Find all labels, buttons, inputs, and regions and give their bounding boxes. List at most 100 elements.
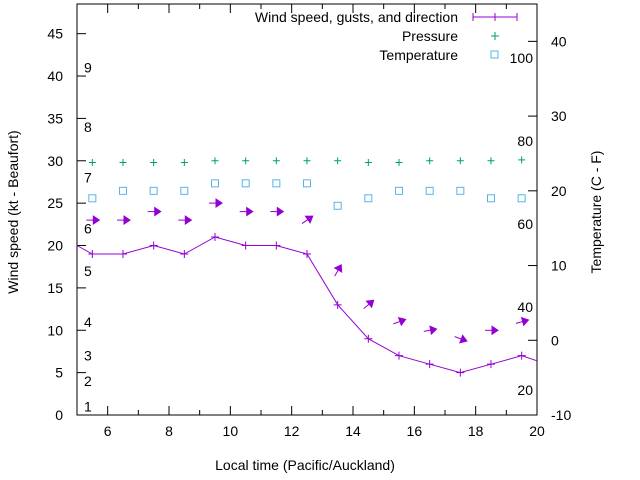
fahrenheit-label: 40	[517, 299, 533, 315]
temperature-point	[272, 179, 281, 188]
legend-label-temperature: Temperature	[379, 47, 458, 63]
temperature-point	[487, 194, 495, 203]
pressure-point	[364, 158, 372, 166]
gust-arrow-head	[365, 299, 375, 309]
wind-speed-point	[303, 249, 311, 258]
wind-speed-point	[180, 249, 189, 258]
legend-label-pressure: Pressure	[402, 28, 458, 44]
beaufort-label: 1	[84, 399, 92, 415]
y-tick-label: 5	[55, 365, 63, 381]
y2-tick-label: -10	[551, 407, 571, 423]
gust-arrow	[333, 264, 343, 277]
y-tick-label: 0	[55, 407, 63, 423]
pressure-point	[426, 157, 434, 165]
wind-speed-point	[517, 351, 526, 360]
y2-tick-label: 20	[551, 183, 567, 199]
gust-arrow-head	[276, 206, 285, 217]
scale-labels-layer: 1 2 3 4 5 6 7 8 9 20 40 60 80 100	[84, 50, 533, 415]
legend-swatch-temperature	[490, 50, 499, 59]
temperature-point	[241, 179, 250, 188]
wind-speed-point	[333, 300, 342, 309]
gust-arrow	[117, 215, 131, 226]
legend-label-wind: Wind speed, gusts, and direction	[255, 9, 458, 25]
legend: Wind speed, gusts, and direction Pressur…	[255, 9, 518, 63]
pressure-point	[150, 158, 158, 166]
legend-swatch-wind-cross	[491, 13, 499, 21]
gust-arrow	[301, 215, 314, 224]
temperature-point	[303, 179, 311, 188]
x-tick-label: 16	[407, 423, 423, 439]
gust-arrow-head	[304, 215, 314, 224]
y-tick-label: 30	[47, 153, 63, 169]
temperature-point	[364, 194, 373, 203]
x-tick-label: 12	[284, 423, 300, 439]
temperature-point	[149, 186, 158, 195]
y-axis-title: Wind speed (kt - Beaufort)	[5, 130, 21, 293]
pressure-point	[518, 156, 526, 164]
temperature-point	[517, 194, 526, 203]
gust-arrow-head	[123, 215, 131, 226]
y2-tick-label: 10	[551, 258, 567, 274]
gust-arrow-head	[429, 325, 438, 336]
x-tick-label: 6	[104, 423, 112, 439]
y2-tick-label: 30	[551, 108, 567, 124]
wind-speed-point	[364, 334, 373, 343]
beaufort-label: 2	[84, 373, 92, 389]
pressure-point	[211, 157, 219, 165]
gust-arrow	[270, 206, 285, 217]
legend-swatch-pressure	[491, 32, 499, 40]
gust-arrow	[209, 198, 223, 209]
temperature-point	[425, 186, 434, 195]
gust-arrow	[178, 215, 193, 226]
beaufort-label: 3	[84, 348, 92, 364]
x-tick-label: 10	[223, 423, 239, 439]
gust-arrow-head	[459, 334, 468, 344]
wind-speed-point	[425, 360, 434, 369]
temperature-point	[333, 201, 342, 210]
pressure-point	[395, 158, 403, 166]
fahrenheit-label: 60	[517, 216, 533, 232]
temperature-point	[456, 186, 465, 195]
gust-arrow-head	[333, 264, 343, 273]
pressure-point	[272, 157, 280, 165]
y-tick-label: 15	[47, 280, 63, 296]
fahrenheit-label: 80	[517, 133, 533, 149]
temperature-point	[180, 186, 189, 195]
beaufort-label: 9	[84, 60, 92, 76]
pressure-point	[456, 157, 464, 165]
pressure-point	[180, 158, 188, 166]
wind-speed-point	[211, 233, 219, 242]
beaufort-label: 4	[84, 314, 92, 330]
gust-arrow	[485, 325, 499, 336]
gust-arrow	[454, 334, 468, 344]
pressure-point	[88, 158, 96, 166]
temperature-point	[395, 186, 403, 195]
gust-arrow-head	[215, 198, 223, 209]
y2-tick-label: 40	[551, 33, 567, 49]
y2-axis-title: Temperature (C - F)	[588, 151, 604, 274]
wind-speed-point	[149, 241, 158, 250]
wind-speed-point	[395, 351, 403, 360]
gust-arrow	[147, 206, 162, 217]
beaufort-label: 8	[84, 119, 92, 135]
gust-arrow	[393, 316, 407, 327]
pressure-point	[242, 157, 250, 165]
gust-arrow-head	[154, 206, 162, 217]
y2-tick-label: 0	[551, 332, 559, 348]
gust-arrow	[423, 325, 438, 336]
x-tick-label: 18	[468, 423, 484, 439]
y-tick-label: 10	[47, 322, 63, 338]
y-tick-label: 25	[47, 195, 63, 211]
series-layer	[76, 156, 538, 377]
fahrenheit-label: 100	[510, 50, 534, 66]
beaufort-label: 7	[84, 170, 92, 186]
gust-arrow	[239, 206, 254, 217]
gust-arrow-head	[397, 316, 407, 327]
plot-frame	[76, 3, 538, 416]
gust-arrow	[515, 316, 530, 327]
wind-speed-point	[88, 249, 97, 258]
gust-arrow-head	[92, 215, 101, 226]
x-tick-label: 14	[345, 423, 361, 439]
